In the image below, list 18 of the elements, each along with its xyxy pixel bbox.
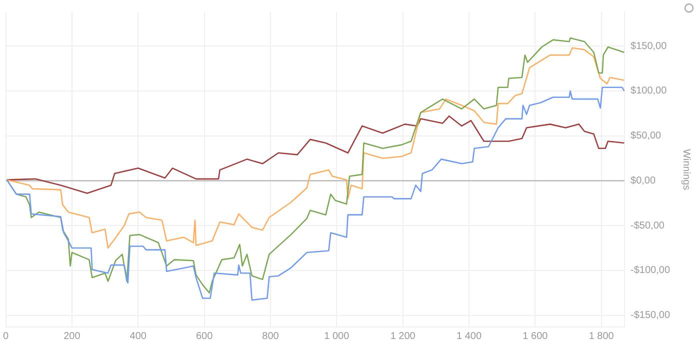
y-axis-title: Winnings xyxy=(680,148,692,190)
x-tick-label: 1 000 xyxy=(324,330,350,342)
y-tick-label: $50,00 xyxy=(630,130,662,142)
x-tick-label: 600 xyxy=(196,330,214,342)
y-tick-label: -$50,00 xyxy=(630,220,665,232)
x-tick-label: 1 800 xyxy=(588,330,614,342)
y-tick-label: $0,00 xyxy=(630,175,656,186)
y-tick-label: $150,00 xyxy=(630,40,668,52)
x-tick-label: 1 400 xyxy=(456,330,482,342)
x-tick-label: 200 xyxy=(64,330,81,342)
x-tick-label: 800 xyxy=(262,330,280,342)
y-tick-label: -$150,00 xyxy=(630,310,670,322)
y-tick-label: -$100,00 xyxy=(630,265,670,276)
x-tick-label: 400 xyxy=(130,330,147,342)
x-tick-label: 1 600 xyxy=(522,330,548,342)
y-tick-label: $100,00 xyxy=(630,86,668,97)
x-tick-label: 0 xyxy=(3,330,9,342)
x-tick-label: 1 200 xyxy=(390,330,416,342)
